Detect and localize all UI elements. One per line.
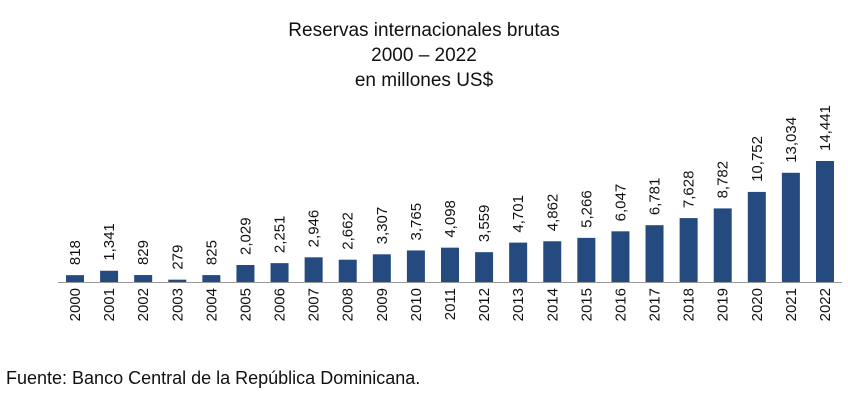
tick-label-2000: 2000 bbox=[67, 288, 84, 321]
value-label-2007: 2,946 bbox=[306, 210, 323, 248]
value-label-2001: 1,341 bbox=[101, 223, 118, 261]
value-label-2018: 7,628 bbox=[681, 171, 698, 209]
bar-2012 bbox=[475, 252, 494, 282]
tick-label-2010: 2010 bbox=[408, 288, 425, 321]
tick-label-2005: 2005 bbox=[237, 288, 254, 321]
value-label-2021: 13,034 bbox=[783, 117, 800, 163]
tick-label-2020: 2020 bbox=[749, 288, 766, 321]
source-note: Fuente: Banco Central de la República Do… bbox=[6, 368, 421, 388]
value-label-2005: 2,029 bbox=[237, 217, 254, 255]
tick-label-2019: 2019 bbox=[715, 288, 732, 321]
value-label-2014: 4,862 bbox=[544, 194, 561, 232]
bar-2000 bbox=[66, 275, 84, 282]
bar-2014 bbox=[543, 241, 562, 282]
value-label-2020: 10,752 bbox=[749, 136, 766, 182]
bar-2016 bbox=[611, 231, 630, 282]
value-label-2017: 6,781 bbox=[647, 178, 664, 216]
tick-label-2015: 2015 bbox=[578, 288, 595, 321]
value-label-2015: 5,266 bbox=[578, 190, 595, 228]
chart-title: Reservas internacionales brutas bbox=[288, 20, 560, 41]
bar-2002 bbox=[134, 275, 153, 282]
tick-label-2011: 2011 bbox=[442, 288, 459, 320]
value-label-2011: 4,098 bbox=[442, 200, 459, 238]
tick-label-2022: 2022 bbox=[817, 288, 834, 321]
value-label-2019: 8,782 bbox=[715, 161, 732, 199]
bar-2022 bbox=[815, 161, 834, 282]
tick-label-2018: 2018 bbox=[681, 288, 698, 321]
bar-2020 bbox=[747, 191, 766, 282]
bar-2008 bbox=[338, 259, 357, 282]
bar-2003 bbox=[168, 279, 187, 282]
bar-2004 bbox=[202, 275, 221, 282]
bars-layer bbox=[66, 161, 834, 282]
tick-label-2008: 2008 bbox=[340, 288, 357, 321]
tick-label-2007: 2007 bbox=[306, 288, 323, 321]
bar-2018 bbox=[679, 218, 698, 282]
tick-label-2017: 2017 bbox=[647, 288, 664, 321]
value-label-2022: 14,441 bbox=[817, 105, 834, 151]
value-label-2013: 4,701 bbox=[510, 195, 527, 233]
bar-2010 bbox=[406, 250, 425, 282]
tick-label-2004: 2004 bbox=[203, 288, 220, 321]
bar-2017 bbox=[645, 225, 664, 282]
tick-label-2006: 2006 bbox=[272, 288, 289, 321]
tick-label-2002: 2002 bbox=[135, 288, 152, 321]
value-label-2010: 3,765 bbox=[408, 203, 425, 241]
bar-2013 bbox=[509, 242, 528, 282]
tick-label-2001: 2001 bbox=[101, 288, 118, 321]
chart-unit: en millones US$ bbox=[354, 70, 494, 91]
bar-2009 bbox=[372, 254, 391, 282]
tick-label-2012: 2012 bbox=[476, 288, 493, 321]
value-label-2002: 829 bbox=[135, 240, 152, 265]
bar-2011 bbox=[440, 247, 459, 282]
value-label-2008: 2,662 bbox=[340, 212, 357, 250]
chart-title-block: Reservas internacionales brutas 2000 – 2… bbox=[0, 18, 848, 93]
bar-2005 bbox=[236, 265, 255, 282]
chart-subtitle: 2000 – 2022 bbox=[371, 45, 477, 66]
tick-label-2003: 2003 bbox=[169, 288, 186, 321]
tick-label-2009: 2009 bbox=[374, 288, 391, 321]
bar-2006 bbox=[270, 263, 289, 282]
bar-2007 bbox=[304, 257, 323, 282]
tick-label-2016: 2016 bbox=[612, 288, 629, 321]
tick-labels-layer: 2000 2001 2002 2003 2004 2005 2006 2007 2008 2009… bbox=[67, 288, 834, 321]
bar-2019 bbox=[713, 208, 732, 282]
tick-label-2021: 2021 bbox=[783, 288, 800, 321]
value-label-2009: 3,307 bbox=[374, 207, 391, 245]
value-label-2004: 825 bbox=[203, 240, 220, 265]
tick-label-2014: 2014 bbox=[544, 288, 561, 321]
value-label-2003: 279 bbox=[169, 245, 186, 270]
value-label-2006: 2,251 bbox=[272, 216, 289, 254]
value-label-2016: 6,047 bbox=[612, 184, 629, 222]
value-label-2000: 818 bbox=[67, 240, 84, 265]
value-label-2012: 3,559 bbox=[476, 205, 493, 243]
tick-label-2013: 2013 bbox=[510, 288, 527, 321]
bar-2015 bbox=[577, 237, 596, 282]
bar-2021 bbox=[781, 172, 800, 282]
bar-2001 bbox=[100, 270, 119, 282]
value-labels-layer: 818 1,341 829 279 825 2,029 2,251 2,946 2,662 3,3… bbox=[67, 105, 834, 270]
